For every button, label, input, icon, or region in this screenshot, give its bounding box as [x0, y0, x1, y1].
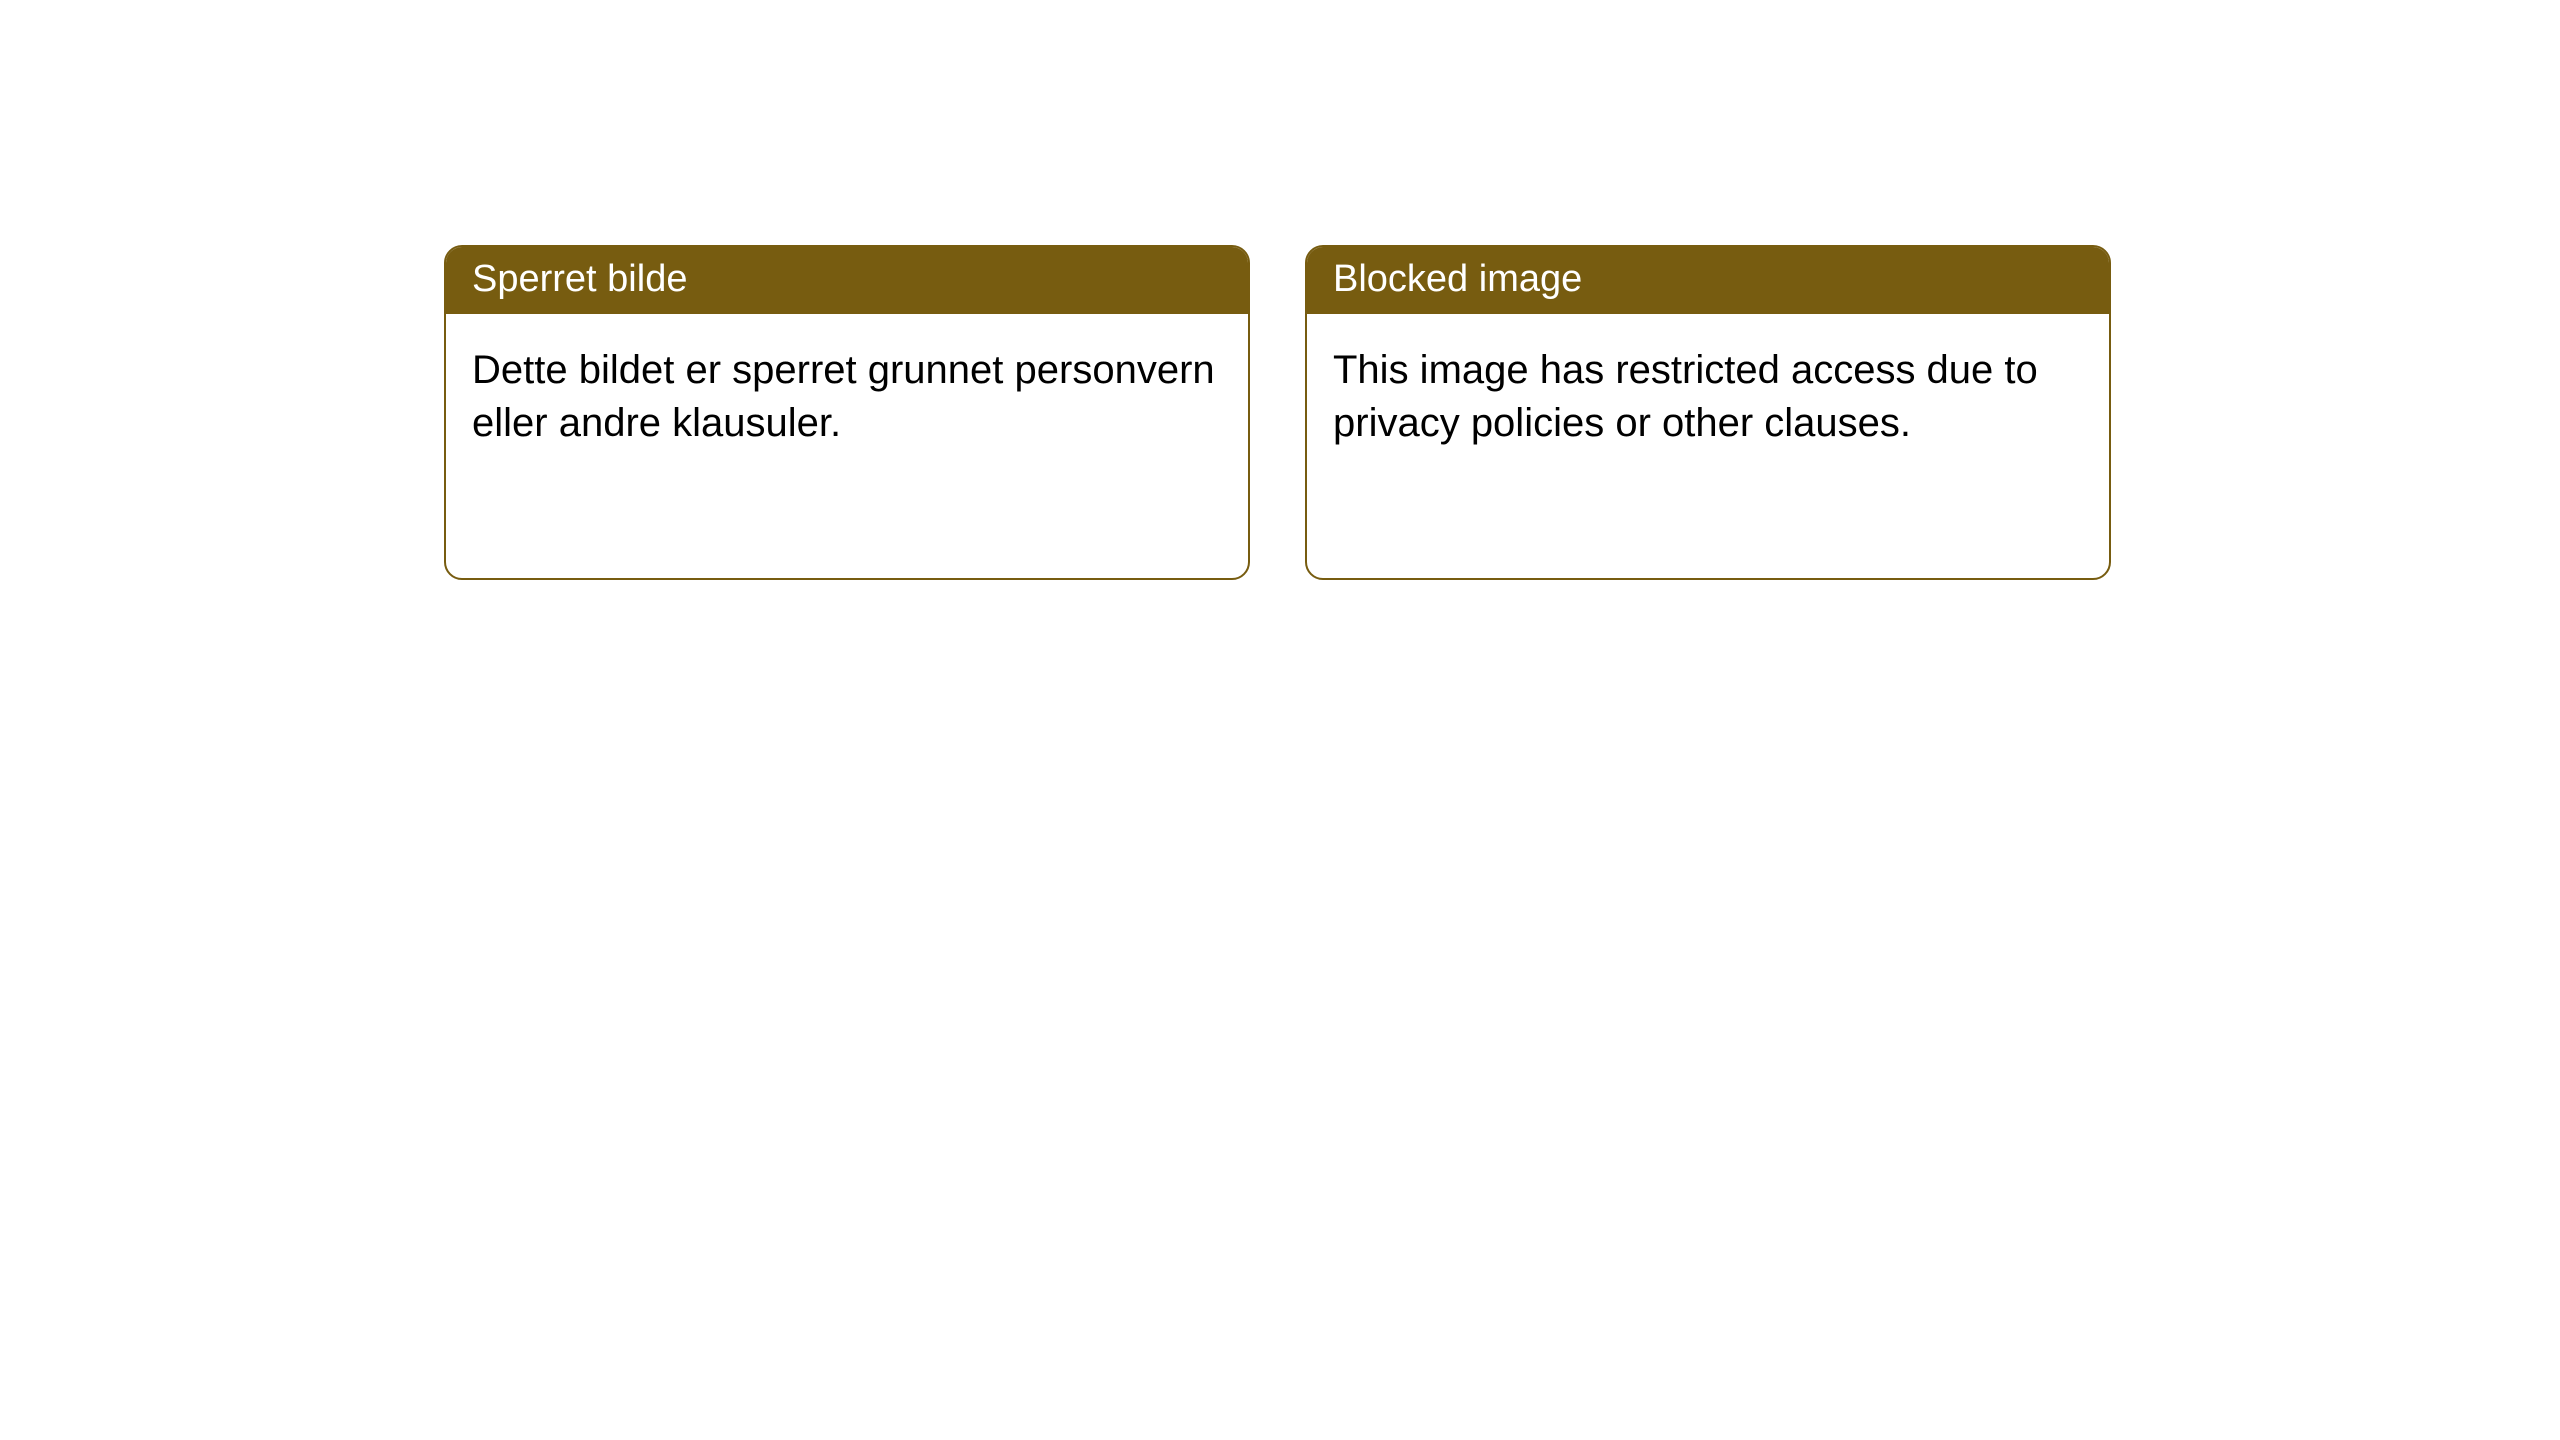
card-body-text: Dette bildet er sperret grunnet personve… [472, 348, 1215, 445]
card-body-text: This image has restricted access due to … [1333, 348, 2038, 445]
card-header: Blocked image [1307, 247, 2109, 314]
blocked-image-card-en: Blocked image This image has restricted … [1305, 245, 2111, 580]
card-title: Blocked image [1333, 258, 1582, 300]
notice-card-container: Sperret bilde Dette bildet er sperret gr… [0, 0, 2560, 580]
card-title: Sperret bilde [472, 258, 687, 300]
card-body: This image has restricted access due to … [1307, 314, 2109, 480]
card-body: Dette bildet er sperret grunnet personve… [446, 314, 1248, 480]
blocked-image-card-no: Sperret bilde Dette bildet er sperret gr… [444, 245, 1250, 580]
card-header: Sperret bilde [446, 247, 1248, 314]
